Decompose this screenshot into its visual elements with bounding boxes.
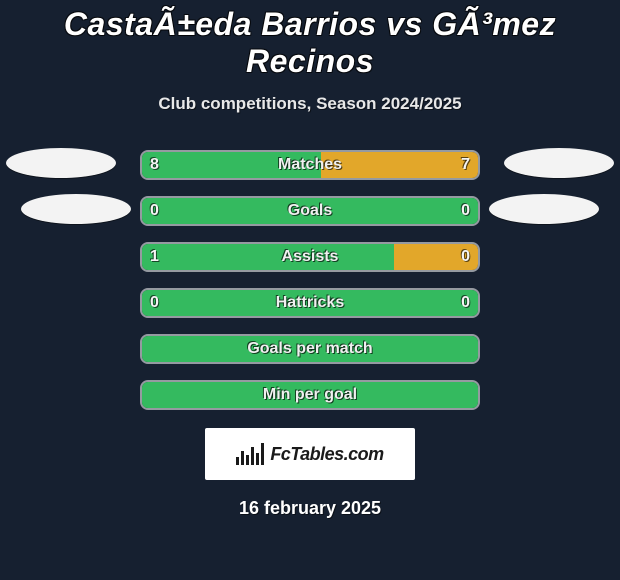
stat-row: Matches87 [0, 144, 620, 190]
bar-track [140, 150, 480, 180]
bar-left-seg [142, 290, 478, 316]
fctables-logo[interactable]: FcTables.com [205, 428, 415, 480]
date-label: 16 february 2025 [239, 498, 381, 519]
stat-left-value: 8 [150, 150, 159, 180]
bar-track [140, 288, 480, 318]
stat-row: Min per goal [0, 374, 620, 420]
player-marker-left [6, 148, 116, 178]
bar-right-seg [321, 152, 478, 178]
bar-left-seg [142, 382, 478, 408]
stat-row: Goals per match [0, 328, 620, 374]
logo-bars-icon [236, 443, 264, 465]
stat-row: Goals00 [0, 190, 620, 236]
bar-left-seg [142, 198, 478, 224]
subtitle: Club competitions, Season 2024/2025 [158, 94, 461, 114]
stat-left-value: 1 [150, 242, 159, 272]
bar-track [140, 334, 480, 364]
stat-row: Hattricks00 [0, 282, 620, 328]
bar-track [140, 380, 480, 410]
logo-text: FcTables.com [270, 444, 383, 465]
player-marker-right [504, 148, 614, 178]
stat-right-value: 7 [461, 150, 470, 180]
stat-right-value: 0 [461, 196, 470, 226]
stat-rows: Matches87Goals00Assists10Hattricks00Goal… [0, 144, 620, 420]
bar-left-seg [142, 244, 394, 270]
bar-track [140, 196, 480, 226]
stat-left-value: 0 [150, 196, 159, 226]
comparison-card: CastaÃ±eda Barrios vs GÃ³mez Recinos Clu… [0, 0, 620, 580]
bar-track [140, 242, 480, 272]
player-marker-right [489, 194, 599, 224]
player-marker-left [21, 194, 131, 224]
stat-right-value: 0 [461, 288, 470, 318]
page-title: CastaÃ±eda Barrios vs GÃ³mez Recinos [0, 6, 620, 80]
bar-left-seg [142, 336, 478, 362]
bar-left-seg [142, 152, 321, 178]
stat-right-value: 0 [461, 242, 470, 272]
stat-row: Assists10 [0, 236, 620, 282]
stat-left-value: 0 [150, 288, 159, 318]
